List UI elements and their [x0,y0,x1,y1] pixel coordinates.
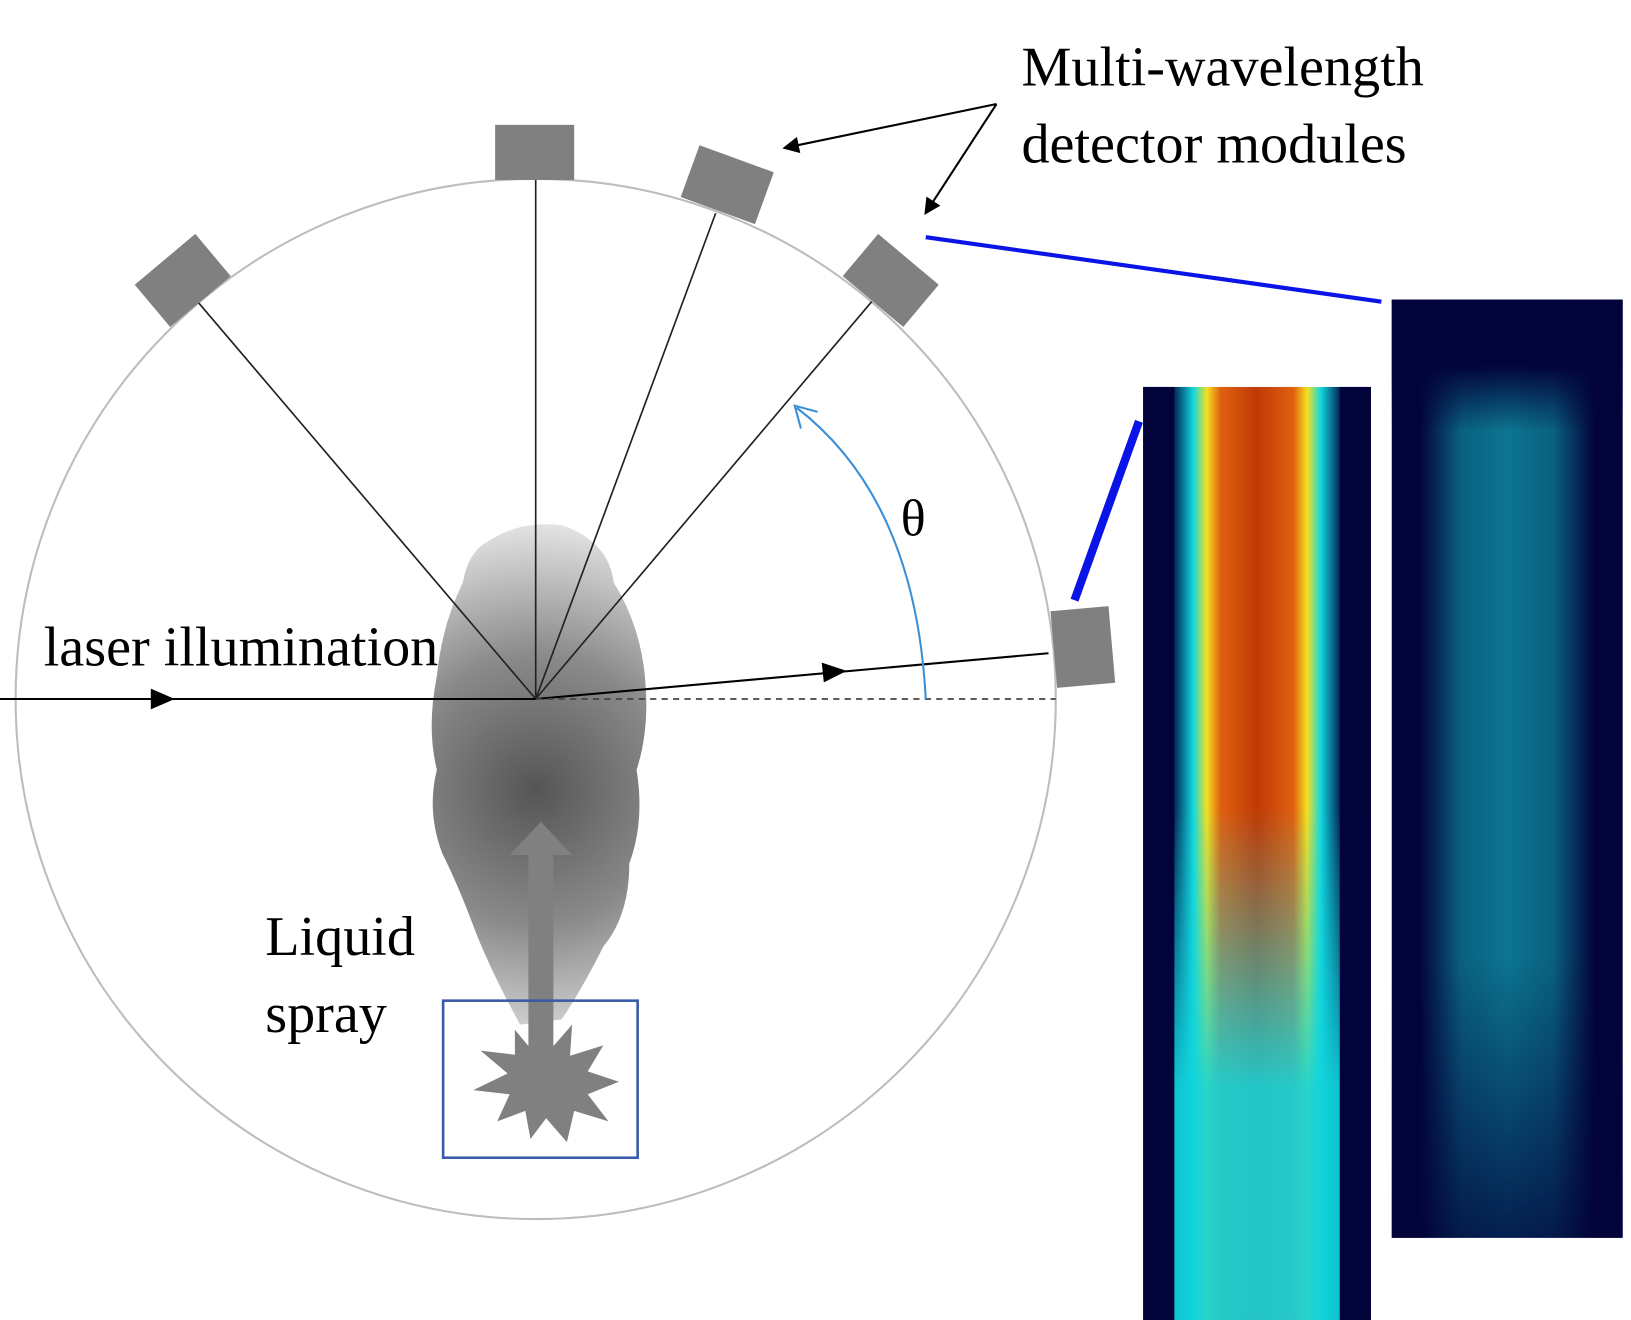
laser-illumination-label: laser illumination [44,617,439,679]
spray-direction-arrow [509,821,573,1061]
spray-plume [431,524,647,1025]
nozzle-starburst-icon [473,1021,619,1143]
detector-module [680,145,774,225]
nozzle-box [441,999,639,1160]
scattering-image-high [1143,386,1371,1320]
detector-label-line1: Multi-wavelength [1021,36,1423,98]
scatter-lines [197,178,873,700]
detector-module [134,233,231,327]
scattering-image-low [1391,299,1623,1238]
callout-arrow [924,103,998,216]
detector-module [1050,606,1116,688]
detector-module [495,124,575,180]
angle-arc-arrowhead [793,404,818,429]
angle-arc [796,406,927,700]
connector-line [1070,419,1143,602]
laser-arrowhead [150,688,175,710]
liquid-spray-label-line2: spray [265,983,387,1045]
callout-arrow [782,103,997,154]
angle-label: θ [901,491,926,548]
liquid-spray-label-line1: Liquid [265,906,415,968]
detector-module [842,233,939,327]
scattered-arrowhead [821,662,847,683]
detector-modules [134,124,1116,688]
detector-label-line2: detector modules [1021,113,1406,175]
scattered-beam [535,652,1049,701]
connector-line [925,235,1382,304]
